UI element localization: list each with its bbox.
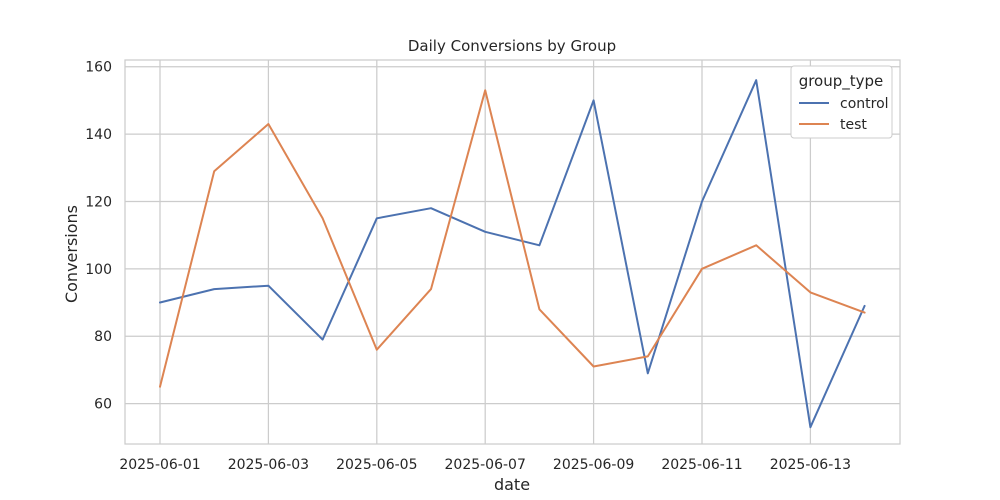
y-tick-label: 80: [94, 329, 112, 345]
series-line-control: [159, 79, 866, 429]
series-lines: [159, 79, 866, 429]
x-tick-label: 2025-06-13: [770, 457, 851, 473]
legend-label-test: test: [840, 117, 867, 133]
x-tick-labels: 2025-06-01 2025-06-03 2025-06-05 2025-06-07…: [119, 457, 851, 473]
x-tick-label: 2025-06-05: [336, 457, 417, 473]
legend: group_type control test: [790, 65, 893, 139]
legend-entries: control test: [799, 96, 889, 133]
series-line-test: [159, 89, 866, 388]
y-tick-label: 100: [85, 262, 112, 278]
legend-box: [790, 65, 893, 139]
y-tick-label: 140: [85, 127, 112, 143]
chart-title: Daily Conversions by Group: [408, 37, 616, 55]
y-tick-label: 120: [85, 194, 112, 210]
x-tick-label: 2025-06-07: [445, 457, 526, 473]
x-tick-label: 2025-06-03: [228, 457, 309, 473]
x-tick-label: 2025-06-01: [119, 457, 200, 473]
x-axis-label: date: [494, 475, 530, 494]
y-axis-label: Conversions: [62, 205, 81, 303]
y-tick-labels: 60 80 100 120 140 160: [85, 60, 112, 413]
plot-frame: [124, 59, 901, 445]
plot-background: [125, 60, 900, 444]
legend-label-control: control: [840, 96, 889, 112]
y-tick-label: 160: [85, 60, 112, 76]
x-tick-label: 2025-06-11: [661, 457, 742, 473]
x-tick-label: 2025-06-09: [553, 457, 634, 473]
y-tick-label: 60: [94, 397, 112, 413]
legend-title: group_type: [799, 72, 884, 91]
